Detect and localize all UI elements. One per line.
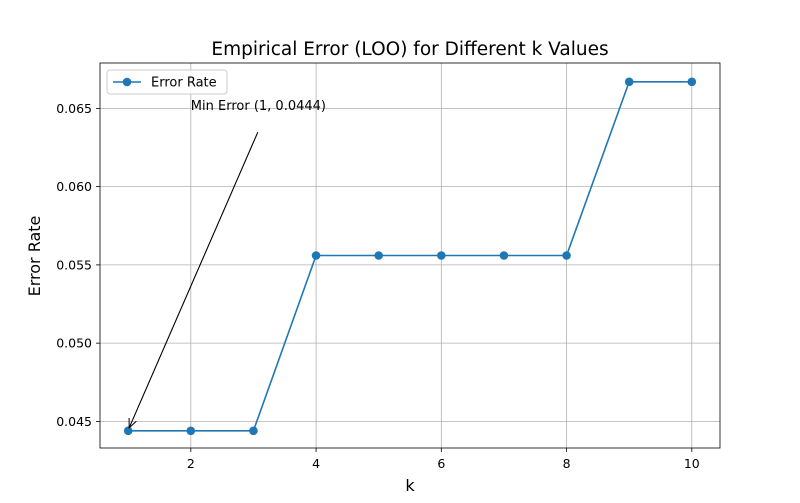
x-axis-label: k <box>405 476 415 495</box>
y-axis: 0.045 0.050 0.055 0.060 0.065 <box>56 101 100 429</box>
legend-label: Error Rate <box>151 76 217 91</box>
data-point <box>123 426 133 436</box>
x-tick-label: 10 <box>684 456 700 471</box>
data-point <box>374 251 383 260</box>
data-point <box>499 251 509 260</box>
legend-box <box>106 69 228 95</box>
annotation-text: Min Error (1, 0.0444) <box>191 99 326 114</box>
data-point <box>311 251 321 260</box>
data-point <box>687 77 697 87</box>
annotations: Min Error (1, 0.0444) <box>129 99 326 428</box>
series-line <box>128 80 692 432</box>
y-tick-label: 0.060 <box>56 179 92 194</box>
data-point <box>437 251 446 260</box>
annotation-arrow <box>129 131 259 428</box>
data-point <box>249 426 258 436</box>
grid <box>100 63 720 448</box>
y-axis-label: Error Rate <box>25 216 44 297</box>
legend-marker <box>122 77 132 87</box>
data-point <box>562 251 571 260</box>
data-point <box>186 426 196 436</box>
chart-title: Empirical Error (LOO) for Different k Va… <box>211 39 608 60</box>
data-point <box>624 77 634 87</box>
x-tick-label: 6 <box>437 456 445 471</box>
plot-frame <box>99 62 721 449</box>
legend: Error Rate <box>106 69 228 95</box>
x-tick-label: 4 <box>312 456 320 471</box>
x-tick-label: 8 <box>563 456 571 471</box>
y-tick-label: 0.050 <box>56 336 92 351</box>
y-tick-label: 0.065 <box>56 101 92 116</box>
y-tick-label: 0.055 <box>56 257 92 272</box>
x-axis: 2 4 6 8 10 <box>187 448 700 471</box>
x-tick-label: 2 <box>187 456 195 471</box>
y-tick-label: 0.045 <box>56 414 92 429</box>
